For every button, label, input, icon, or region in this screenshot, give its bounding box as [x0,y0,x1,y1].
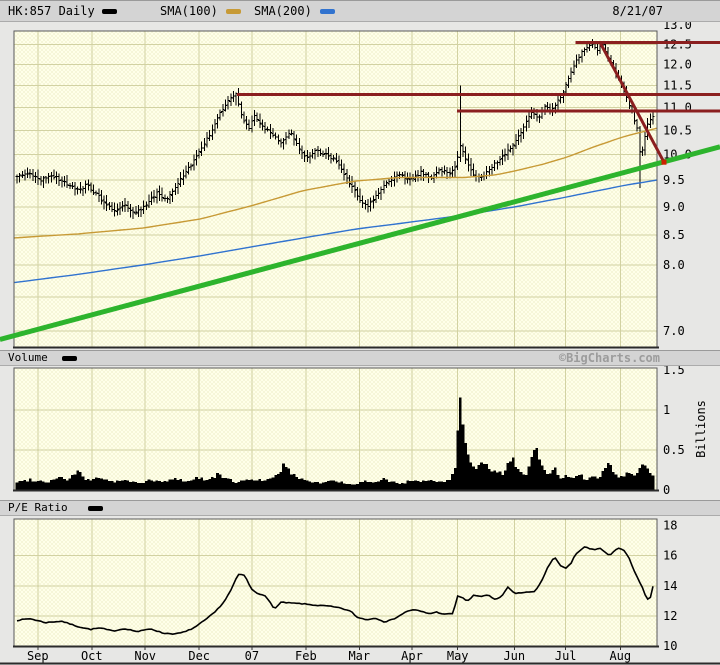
month-label: 07 [245,649,259,663]
price-axis-label: 12.0 [663,58,692,72]
price-axis-label: 10.5 [663,124,692,138]
uptrend-support-line [0,144,720,342]
sma200-swatch-icon [320,8,335,14]
month-label: Mar [348,649,370,663]
pe-axis-label: 10 [663,639,677,653]
pe-title: P/E Ratio [8,501,68,514]
month-label: Jul [555,649,577,663]
sma100-line [13,127,658,239]
volume-plot-area [14,368,657,490]
volume-unit-label: Billions [694,400,708,458]
sma100-legend-label: SMA(100) [160,4,218,18]
volume-axis-label: 1.5 [663,363,685,377]
month-label: Sep [27,649,49,663]
pe-ratio-line [16,546,654,636]
month-label: Apr [401,649,423,663]
volume-axis-label: 0.5 [663,443,685,457]
price-axis-label: 8.0 [663,258,685,272]
pe-axis-label: 12 [663,609,677,623]
bigcharts-watermark: ©BigCharts.com [558,351,660,365]
month-label: Jun [503,649,525,663]
pe-swatch-icon [88,505,103,511]
pe-axis-label: 16 [663,549,677,563]
volume-header-bar: Volume ©BigCharts.com [0,350,720,366]
downtrend-line [598,41,666,163]
month-label: Dec [188,649,210,663]
pe-plot-area [14,519,657,646]
price-plot-area [14,31,657,347]
price-axis-label: 9.5 [663,173,685,187]
month-label: Aug [609,649,631,663]
price-axis-label: 8.5 [663,228,685,242]
price-ohlc-bars [15,39,655,219]
month-label: Oct [81,649,103,663]
sma200-line [13,179,658,284]
volume-title: Volume [8,351,48,364]
price-axis-label: 7.0 [663,324,685,338]
downtrend-end-marker [661,159,667,165]
volume-axis-label: 0 [663,483,670,497]
price-axis-label: 11.5 [663,79,692,93]
price-axis-label: 12.5 [663,37,692,51]
volume-area [15,397,655,490]
month-label: Nov [134,649,156,663]
pe-axis-label: 18 [663,519,677,533]
price-axis-label: 9.0 [663,200,685,214]
volume-swatch-icon [62,355,77,361]
month-label: May [447,649,469,663]
month-label: Feb [295,649,317,663]
chart-header-bar: HK:857 Daily SMA(100) SMA(200) 8/21/07 [0,0,720,22]
sma100-swatch-icon [226,8,241,14]
symbol-periodicity-label: HK:857 Daily [8,4,95,18]
sma200-legend-label: SMA(200) [254,4,312,18]
pe-header-bar: P/E Ratio [0,500,720,516]
volume-axis-label: 1 [663,403,670,417]
date-label: 8/21/07 [612,4,663,18]
price-series-swatch-icon [102,8,117,14]
pe-axis-label: 14 [663,579,677,593]
